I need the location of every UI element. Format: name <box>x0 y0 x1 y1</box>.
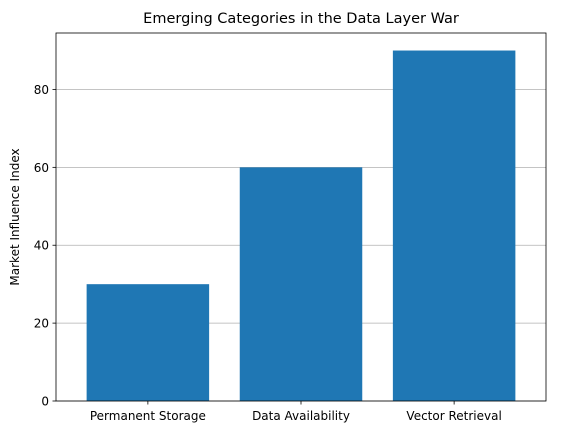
bar-layer <box>86 50 516 402</box>
chart-title: Emerging Categories in the Data Layer Wa… <box>143 11 459 27</box>
y-tick-label: 80 <box>34 83 49 97</box>
y-tick-label: 0 <box>41 395 49 409</box>
bar <box>86 284 210 401</box>
y-tick-label: 60 <box>34 161 49 175</box>
tick-layer: 0 20 40 60 80 Permanent Storage Data Availabil… <box>34 83 502 423</box>
x-tick-label: Vector Retrieval <box>406 409 501 423</box>
x-tick-label: Permanent Storage <box>90 409 206 423</box>
y-tick-label: 40 <box>34 239 49 253</box>
y-axis-label: Market Influence Index <box>8 148 22 285</box>
bar <box>239 167 363 401</box>
y-tick-label: 20 <box>34 317 49 331</box>
x-tick-label: Data Availability <box>252 409 350 423</box>
bar <box>392 50 516 402</box>
